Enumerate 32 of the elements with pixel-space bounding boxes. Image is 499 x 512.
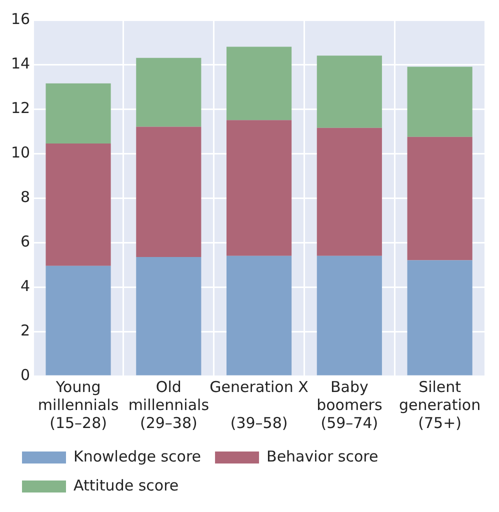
bar bbox=[46, 143, 111, 266]
bar bbox=[46, 83, 111, 144]
y-tick-label: 0 bbox=[20, 366, 30, 384]
legend-label: Attitude score bbox=[74, 476, 179, 494]
bar bbox=[46, 266, 111, 376]
bar bbox=[136, 58, 202, 127]
bar bbox=[226, 120, 292, 256]
y-tick-label: 12 bbox=[10, 98, 30, 117]
category-label: Generation X (39–58) bbox=[210, 378, 308, 432]
bar bbox=[136, 256, 202, 376]
y-tick-label: 16 bbox=[10, 10, 30, 28]
x-tick-label: Silent generation (75+) bbox=[399, 378, 481, 432]
y-tick-label: 10 bbox=[10, 143, 30, 162]
legend-label: Behavior score bbox=[266, 447, 378, 466]
bar bbox=[407, 260, 472, 376]
x-tick-label: Old millennials (29–38) bbox=[128, 378, 210, 432]
x-tick-label: Young millennials (15–28) bbox=[38, 378, 119, 432]
bar bbox=[407, 136, 472, 260]
y-tick-label: 4 bbox=[20, 276, 30, 295]
y-tick-label: 8 bbox=[20, 188, 30, 206]
y-tick-label: 14 bbox=[10, 54, 30, 72]
bar bbox=[407, 66, 472, 137]
bar bbox=[226, 46, 292, 120]
y-tick-label: 2 bbox=[20, 321, 30, 340]
bar bbox=[136, 126, 202, 257]
bar bbox=[226, 256, 292, 376]
bar bbox=[316, 56, 382, 128]
bar bbox=[316, 256, 382, 376]
bar bbox=[316, 128, 382, 256]
x-tick-label: Baby boomers (59–74) bbox=[316, 378, 382, 432]
legend-label: Knowledge score bbox=[74, 447, 202, 466]
y-tick-label: 6 bbox=[20, 232, 30, 250]
